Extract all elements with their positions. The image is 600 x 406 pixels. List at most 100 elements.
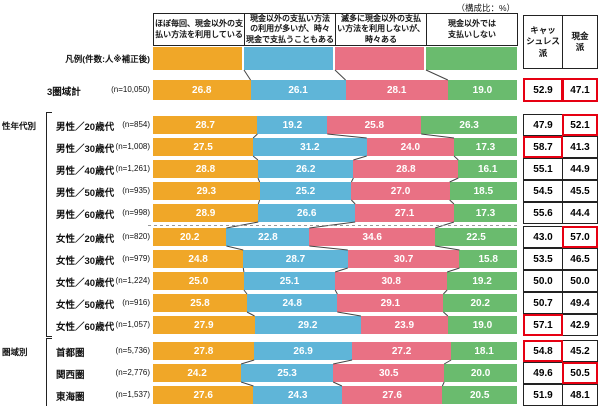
bar-segment-never-cashless: 17.3 <box>454 138 517 156</box>
group-label: 性年代別 <box>2 121 37 131</box>
bar-segment-mostly-cashless-sometimes-cash: 22.8 <box>226 228 310 246</box>
bar-segment-rarely-cashless: 29.1 <box>337 294 444 312</box>
cashless-value-cell: 57.1 <box>523 314 563 336</box>
stacked-bar: 26.8 26.1 28.1 19.0 <box>153 80 517 100</box>
bar-segment-almost-always-cashless: 26.8 <box>153 80 251 100</box>
bar-segment-never-cashless: 19.2 <box>447 272 517 290</box>
bar-segment-mostly-cashless-sometimes-cash: 29.2 <box>254 316 361 334</box>
cash-value-cell: 45.5 <box>562 180 598 202</box>
row-label: 首都圏 <box>56 348 85 359</box>
sample-size: (n=1,008) <box>115 142 150 151</box>
bar-segment-mostly-cashless-sometimes-cash: 25.2 <box>259 182 352 200</box>
stacked-bar: 27.5 31.2 24.0 17.3 <box>153 138 517 156</box>
cash-value-cell: 41.3 <box>562 136 598 158</box>
row-label: 関西圏 <box>56 370 85 381</box>
legend-box-almost-always-cashless: ほぼ毎回、現金以外の支 払い方法を利用している <box>153 13 245 46</box>
cashless-value-cell: 55.1 <box>523 158 563 180</box>
sample-size: (n=1,057) <box>115 320 150 329</box>
stacked-bar: 20.2 22.8 34.6 22.5 <box>153 228 517 246</box>
bar-segment-never-cashless: 20.0 <box>444 364 517 382</box>
stacked-bar: 28.7 19.2 25.8 26.3 <box>153 116 517 134</box>
row-label: 東海圏 <box>56 392 85 403</box>
bar-segment-almost-always-cashless: 27.5 <box>153 138 254 156</box>
row-label: 3圏域計 <box>47 87 81 98</box>
sample-size: (n=2,776) <box>115 368 150 377</box>
bar-segment-almost-always-cashless: 29.3 <box>153 182 260 200</box>
row-label: 男性／50歳代 <box>56 188 115 199</box>
cashless-value-cell: 54.8 <box>523 340 563 362</box>
bar-segment-rarely-cashless: 27.6 <box>341 386 443 404</box>
bar-segment-mostly-cashless-sometimes-cash: 25.1 <box>243 272 336 290</box>
sample-size: (n=820) <box>122 232 150 241</box>
bar-segment-almost-always-cashless: 28.8 <box>153 160 258 178</box>
bar-segment-mostly-cashless-sometimes-cash: 24.3 <box>253 386 342 404</box>
bar-segment-never-cashless: 22.5 <box>435 228 517 246</box>
bar-segment-rarely-cashless: 34.6 <box>309 228 436 246</box>
bar-segment-mostly-cashless-sometimes-cash: 25.3 <box>241 364 334 382</box>
group-bracket <box>46 112 52 337</box>
bar-segment-mostly-cashless-sometimes-cash: 26.1 <box>250 80 346 100</box>
legend-color-swatch-almost-always-cashless <box>153 47 244 70</box>
bar-segment-never-cashless: 19.0 <box>447 316 517 334</box>
cashless-value-cell: 50.0 <box>523 270 563 292</box>
cashless-value-cell: 55.6 <box>523 202 563 224</box>
row-label: 女性／40歳代 <box>56 278 115 289</box>
bar-segment-never-cashless: 15.8 <box>459 250 517 268</box>
stacked-bar: 27.6 24.3 27.6 20.5 <box>153 386 518 404</box>
group-bracket <box>46 338 52 406</box>
bar-segment-never-cashless: 19.0 <box>447 80 517 100</box>
row-label: 男性／60歳代 <box>56 210 115 221</box>
bar-segment-almost-always-cashless: 27.6 <box>153 386 254 404</box>
sample-size: (n=998) <box>122 208 150 217</box>
row-label: 女性／60歳代 <box>56 322 115 333</box>
legend-box-rarely-cashless: 滅多に現金以外の支払 い方法を利用しないが、 時々ある <box>335 13 427 46</box>
sample-size: (n=1,261) <box>115 164 150 173</box>
bar-segment-mostly-cashless-sometimes-cash: 24.8 <box>247 294 338 312</box>
bar-segment-almost-always-cashless: 28.7 <box>153 116 258 134</box>
legend-box-never-cashless: 現金以外では 支払いしない <box>426 13 518 46</box>
bar-segment-rarely-cashless: 27.1 <box>355 204 454 222</box>
bar-segment-mostly-cashless-sometimes-cash: 26.9 <box>254 342 353 360</box>
cash-value-cell: 52.1 <box>562 114 598 136</box>
legend-color-swatch-never-cashless <box>426 47 517 70</box>
cash-value-cell: 46.5 <box>562 248 598 270</box>
bar-segment-almost-always-cashless: 20.2 <box>153 228 227 246</box>
legend-row-label: 凡例(件数:人※補正後) <box>65 54 150 64</box>
row-label: 女性／30歳代 <box>56 256 115 267</box>
cashless-value-cell: 47.9 <box>523 114 563 136</box>
bar-segment-rarely-cashless: 27.0 <box>351 182 450 200</box>
cash-value-cell: 44.9 <box>562 158 598 180</box>
bar-segment-rarely-cashless: 30.8 <box>335 272 448 290</box>
bar-segment-never-cashless: 20.2 <box>443 294 517 312</box>
sample-size: (n=979) <box>122 254 150 263</box>
bar-segment-almost-always-cashless: 28.9 <box>153 204 259 222</box>
sample-size: (n=916) <box>122 298 150 307</box>
bar-segment-mostly-cashless-sometimes-cash: 28.7 <box>243 250 348 268</box>
sample-size: (n=5,736) <box>115 346 150 355</box>
bar-segment-almost-always-cashless: 24.2 <box>153 364 242 382</box>
bar-segment-mostly-cashless-sometimes-cash: 19.2 <box>257 116 328 134</box>
row-label: 男性／30歳代 <box>56 144 115 155</box>
stacked-bar: 27.8 26.9 27.2 18.1 <box>153 342 518 360</box>
cash-value-cell: 45.2 <box>562 340 598 362</box>
stacked-bar: 25.8 24.8 29.1 20.2 <box>153 294 517 312</box>
stacked-bar: 24.2 25.3 30.5 20.0 <box>153 364 517 382</box>
legend-color-swatch-rarely-cashless <box>335 47 426 70</box>
sample-size: (n=1,224) <box>115 276 150 285</box>
cashless-value-cell: 49.6 <box>523 362 563 384</box>
bar-segment-rarely-cashless: 27.2 <box>352 342 452 360</box>
sample-size: (n=10,050) <box>111 85 150 94</box>
stacked-bar: 28.9 26.6 27.1 17.3 <box>153 204 517 222</box>
bar-segment-rarely-cashless: 28.8 <box>353 160 459 178</box>
row-label: 男性／40歳代 <box>56 166 115 177</box>
stacked-bar: 28.8 26.2 28.8 16.1 <box>153 160 517 178</box>
stacked-bar: 29.3 25.2 27.0 18.5 <box>153 182 518 200</box>
bar-segment-never-cashless: 26.3 <box>421 116 517 134</box>
bar-segment-rarely-cashless: 30.5 <box>333 364 445 382</box>
cash-value-cell: 42.9 <box>562 314 598 336</box>
bar-segment-almost-always-cashless: 25.0 <box>153 272 244 290</box>
sample-size: (n=935) <box>122 186 150 195</box>
cashless-column-header: キャッ シュレス 派 <box>523 15 563 69</box>
group-label: 圏域別 <box>2 347 28 357</box>
